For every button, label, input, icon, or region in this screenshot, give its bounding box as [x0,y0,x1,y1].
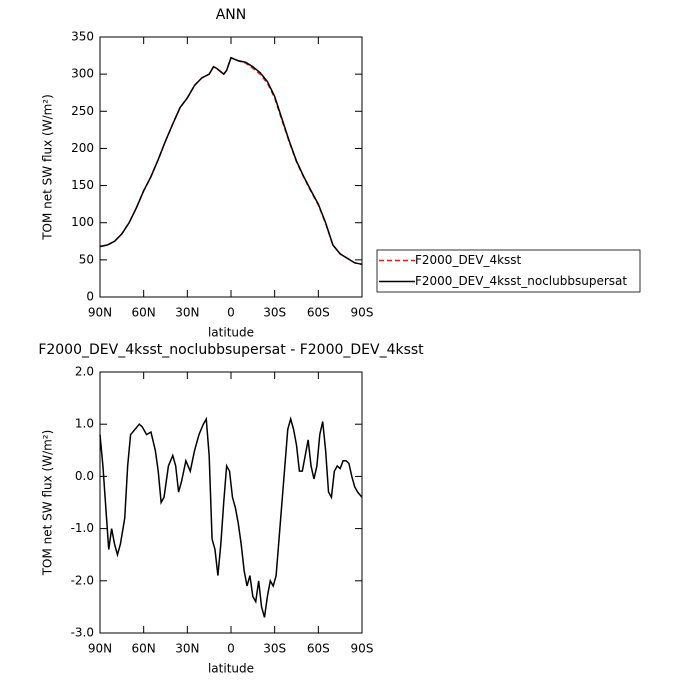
plot-frame [99,36,363,298]
y-tick-label: 2.0 [75,365,94,379]
x-tick-label: 30N [175,642,199,656]
y-axis-label: TOM net SW flux (W/m²) [41,430,55,577]
y-tick-label: -3.0 [71,626,94,640]
y-tick-label: 150 [71,178,94,192]
y-tick-label: 0 [86,290,94,304]
x-tick-label: 90S [351,306,374,320]
y-tick-label: 50 [79,252,94,266]
x-tick-label: 30N [175,306,199,320]
y-tick-label: 250 [71,104,94,118]
y-tick-label: 100 [71,215,94,229]
x-tick-label: 90N [88,642,112,656]
chart-title: F2000_DEV_4ksst_noclubbsupersat - F2000_… [38,342,424,358]
y-tick-label: 350 [71,30,94,44]
x-tick-label: 30S [263,642,286,656]
legend-box [376,249,641,293]
plot-frame [99,371,363,634]
x-axis-label: latitude [208,662,254,676]
y-tick-label: 300 [71,67,94,81]
y-tick-label: 1.0 [75,417,94,431]
line-series [99,56,363,266]
y-tick-label: 200 [71,141,94,155]
x-axis-label: latitude [208,326,254,340]
x-tick-label: 0 [227,642,235,656]
y-tick-label: 0.0 [75,469,94,483]
line-series [99,56,363,266]
x-tick-label: 60N [132,642,156,656]
x-tick-label: 0 [227,306,235,320]
y-tick-label: -2.0 [71,573,94,587]
x-tick-label: 60S [307,642,330,656]
x-tick-label: 60N [132,306,156,320]
line-series [99,416,363,618]
chart-title: ANN [216,7,247,23]
y-tick-label: -1.0 [71,521,94,535]
legend-label: F2000_DEV_4ksst [415,253,522,267]
legend-label: F2000_DEV_4ksst_noclubbsupersat [415,274,627,288]
x-tick-label: 90S [351,642,374,656]
x-tick-label: 30S [263,306,286,320]
x-tick-label: 90N [88,306,112,320]
x-tick-label: 60S [307,306,330,320]
y-axis-label: TOM net SW flux (W/m²) [41,94,55,241]
